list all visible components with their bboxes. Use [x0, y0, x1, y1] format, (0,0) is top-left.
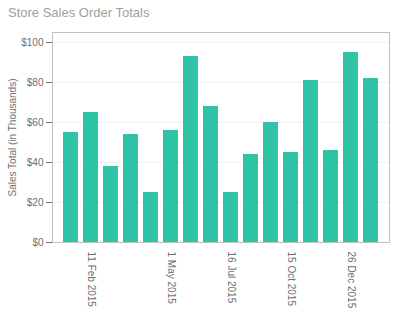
- svg-text:$80: $80: [27, 77, 44, 88]
- html-text:Store Sales Order Totals: Store Sales Order Totals: [8, 5, 150, 20]
- svg-text:Sales Total (in Thousands): Sales Total (in Thousands): [7, 78, 18, 196]
- svg-text:$20: $20: [27, 197, 44, 208]
- svg-text:$60: $60: [27, 117, 44, 128]
- svg-text:11 Feb 2015: 11 Feb 2015: [86, 252, 97, 308]
- svg-text:1 May 2015: 1 May 2015: [166, 252, 177, 305]
- svg-text:15 Oct 2015: 15 Oct 2015: [286, 252, 297, 307]
- svg-text:16 Jul 2015: 16 Jul 2015: [226, 252, 237, 304]
- svg-text:26 Dec 2015: 26 Dec 2015: [346, 252, 357, 309]
- svg-text:$40: $40: [27, 157, 44, 168]
- svg-text:$0: $0: [32, 237, 44, 248]
- svg-text:$100: $100: [21, 37, 44, 48]
